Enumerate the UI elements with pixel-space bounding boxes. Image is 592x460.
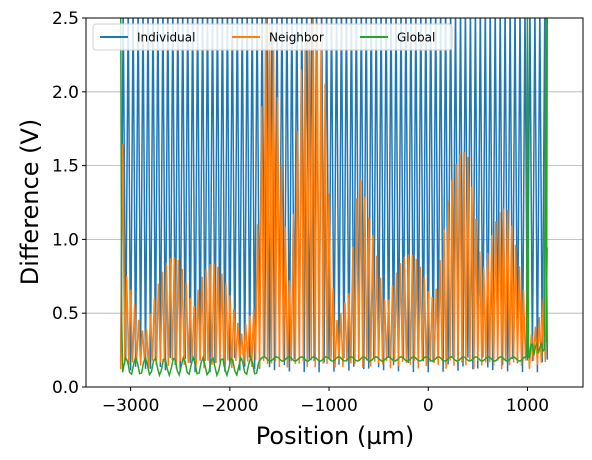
- x-tick-label: 0: [423, 396, 434, 416]
- series-line-individual: [119, 18, 549, 373]
- x-axis-title: Position (µm): [256, 422, 414, 450]
- y-tick-label: 1.0: [52, 230, 79, 250]
- y-tick-label: 0.5: [52, 304, 79, 324]
- x-tick-label: 1000: [506, 396, 549, 416]
- x-tick-label: −2000: [201, 396, 259, 416]
- plot-frame: [85, 17, 584, 388]
- legend-label: Neighbor: [269, 31, 324, 45]
- x-tick-label: −3000: [102, 396, 160, 416]
- series-line-neighbor: [119, 18, 549, 370]
- y-axis-title: Difference (V): [16, 119, 44, 286]
- legend-label: Individual: [137, 31, 195, 45]
- legend-box: [92, 23, 453, 51]
- y-tick-label: 0.0: [52, 378, 79, 398]
- x-axis: −3000 −2000 −1000 0 1000: [102, 387, 549, 416]
- series-line-global: [119, 18, 549, 378]
- legend-label: Global: [397, 31, 435, 45]
- y-tick-label: 1.5: [52, 157, 79, 177]
- y-tick-label: 2.0: [52, 83, 79, 103]
- y-axis: 0.0 0.5 1.0 1.5 2.0 2.5: [52, 9, 86, 398]
- legend: Individual Neighbor Global: [92, 23, 453, 51]
- x-tick-label: −1000: [300, 396, 358, 416]
- y-tick-label: 2.5: [52, 9, 79, 29]
- series-group: [119, 18, 549, 378]
